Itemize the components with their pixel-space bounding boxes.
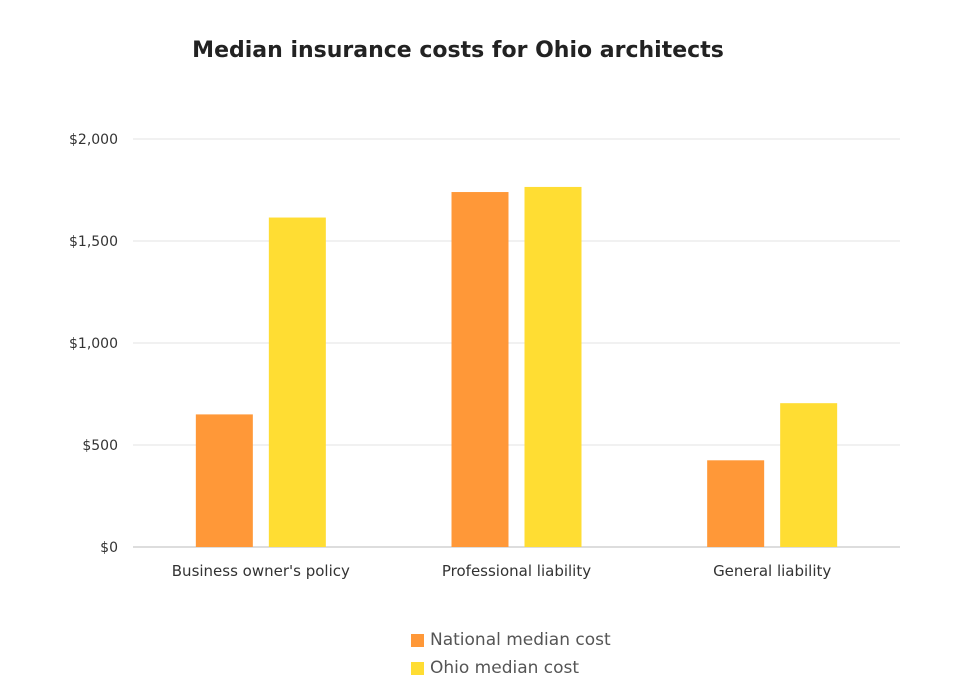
- y-tick-label: $1,000: [69, 336, 118, 352]
- bar-national: [195, 414, 253, 547]
- bar-ohio: [268, 217, 326, 548]
- legend-swatch-ohio: [411, 661, 424, 675]
- legend-swatch-national: [411, 633, 424, 647]
- x-tick-label: General liability: [713, 562, 831, 580]
- chart-title: Median insurance costs for Ohio architec…: [192, 38, 724, 63]
- bar-national: [451, 192, 509, 548]
- bar-national: [707, 460, 765, 547]
- legend-item-ohio: Ohio median cost: [411, 654, 611, 682]
- legend-label-ohio: Ohio median cost: [430, 658, 580, 678]
- bar-ohio: [780, 403, 838, 547]
- y-tick-label: $500: [82, 438, 118, 454]
- legend-label-national: National median cost: [430, 630, 611, 650]
- y-tick-label: $1,500: [69, 234, 118, 250]
- y-tick-label: $2,000: [69, 132, 118, 148]
- y-tick-label: $0: [100, 540, 118, 556]
- legend-item-national: National median cost: [411, 626, 611, 654]
- bar-ohio: [524, 186, 582, 547]
- x-tick-label: Business owner's policy: [172, 562, 350, 580]
- chart-legend: National median cost Ohio median cost: [411, 626, 611, 682]
- x-tick-label: Professional liability: [442, 562, 591, 580]
